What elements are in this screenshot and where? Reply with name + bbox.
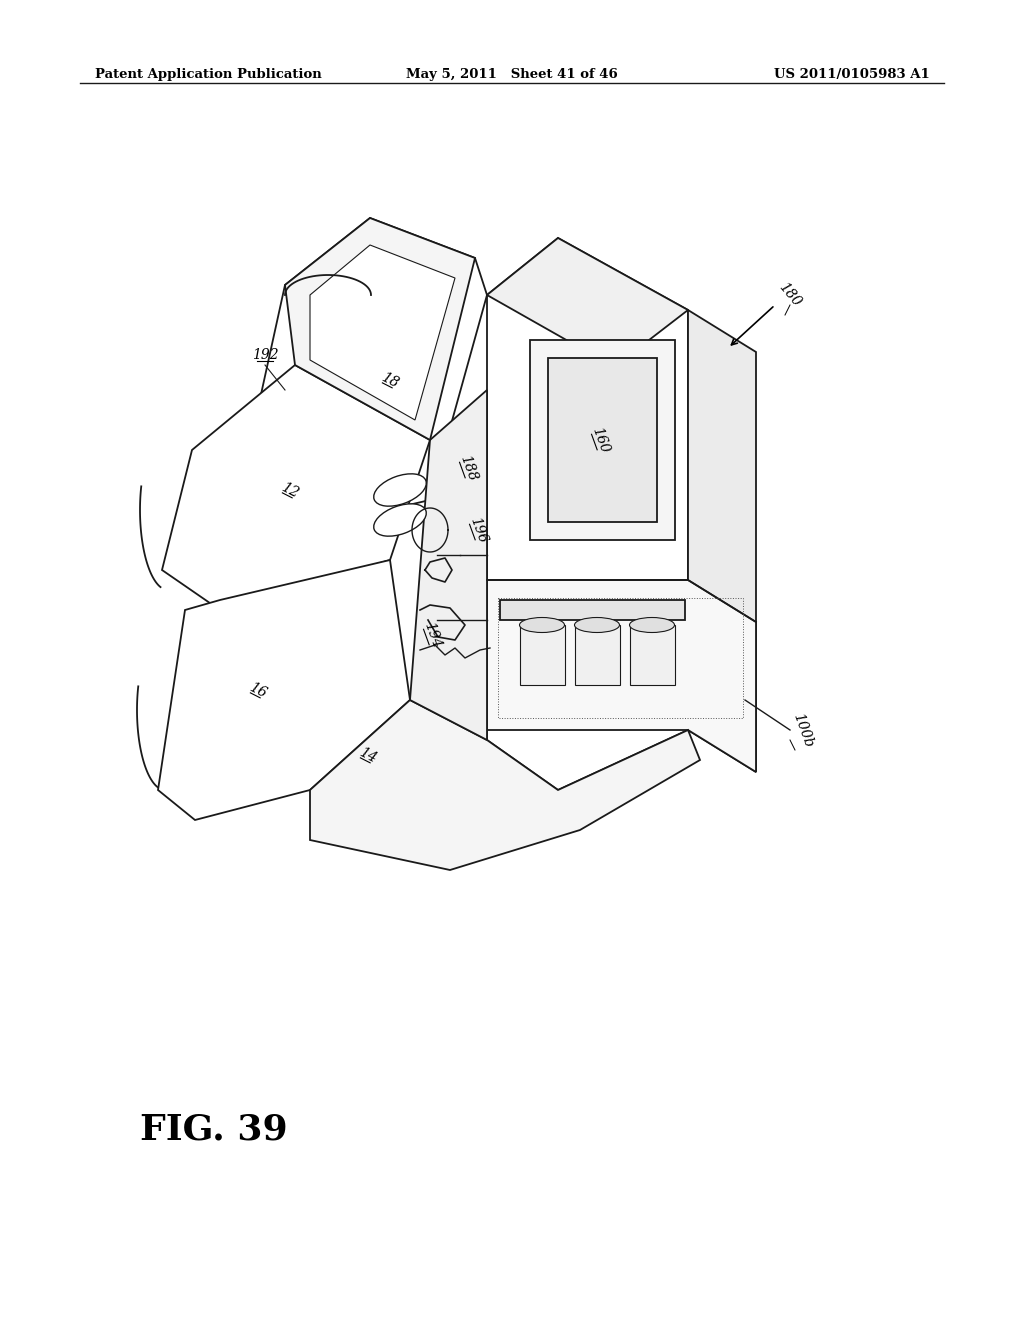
Text: 180: 180: [776, 280, 804, 310]
Polygon shape: [575, 624, 620, 685]
Text: 100b: 100b: [790, 711, 815, 748]
Text: 194: 194: [421, 620, 443, 649]
Polygon shape: [240, 218, 487, 531]
Polygon shape: [162, 366, 430, 610]
Polygon shape: [487, 238, 688, 367]
Bar: [498, 598, 743, 718]
Polygon shape: [530, 341, 675, 540]
Polygon shape: [410, 389, 487, 741]
Text: 188: 188: [457, 453, 479, 483]
Text: May 5, 2011   Sheet 41 of 46: May 5, 2011 Sheet 41 of 46: [407, 69, 617, 81]
Polygon shape: [487, 238, 688, 789]
Polygon shape: [548, 358, 657, 521]
Ellipse shape: [374, 504, 426, 536]
Polygon shape: [310, 700, 700, 870]
Text: 160: 160: [589, 425, 611, 455]
Ellipse shape: [630, 618, 675, 632]
Polygon shape: [158, 560, 410, 820]
Text: Patent Application Publication: Patent Application Publication: [95, 69, 322, 81]
Ellipse shape: [374, 474, 426, 506]
Polygon shape: [285, 218, 475, 440]
Polygon shape: [310, 246, 455, 420]
Polygon shape: [688, 310, 756, 772]
Polygon shape: [630, 624, 675, 685]
Text: 192: 192: [252, 348, 279, 362]
Text: 16: 16: [247, 680, 269, 701]
Text: 12: 12: [279, 479, 301, 500]
Polygon shape: [500, 601, 685, 620]
Text: 196: 196: [467, 515, 489, 545]
Polygon shape: [520, 624, 565, 685]
Text: FIG. 39: FIG. 39: [140, 1113, 288, 1147]
Text: US 2011/0105983 A1: US 2011/0105983 A1: [774, 69, 930, 81]
Ellipse shape: [574, 618, 620, 632]
Text: 14: 14: [357, 744, 379, 766]
Ellipse shape: [519, 618, 564, 632]
Polygon shape: [487, 579, 756, 772]
Text: 18: 18: [379, 370, 401, 391]
